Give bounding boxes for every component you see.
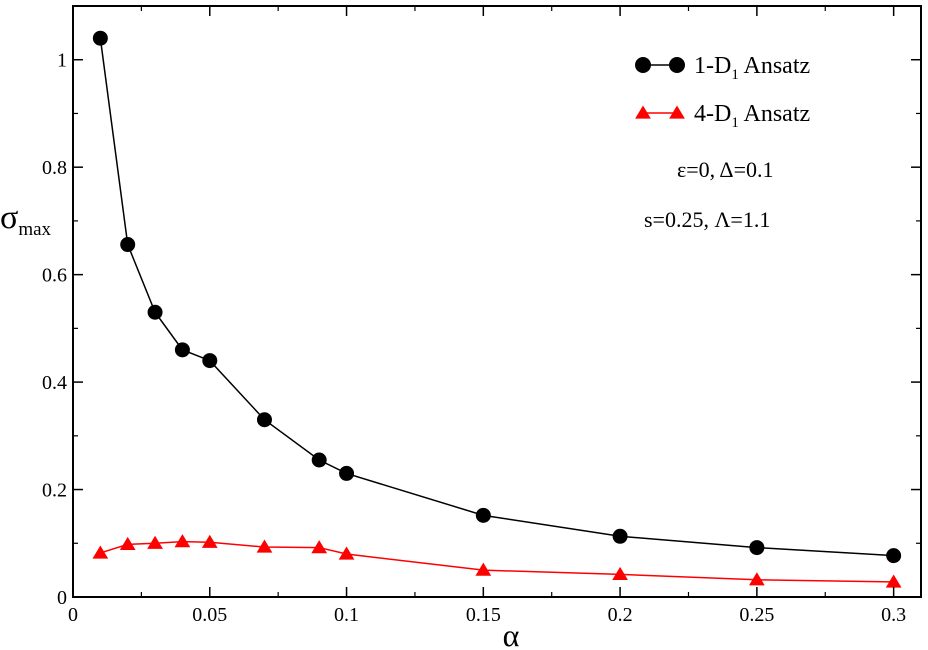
plot-frame [72,5,922,598]
y-tick-label: 0 [57,587,67,609]
data-point-4d [885,574,902,588]
data-point-1d [475,507,491,523]
y-tick-label: 0.2 [42,480,67,502]
legend-label-1d-main: 1-D [694,53,731,79]
legend-label-4d: 4-D1 Ansatz [694,101,810,131]
data-point-4d [338,546,355,560]
legend-label-1d: 1-D1 Ansatz [694,53,810,83]
y-tick-label: 0.4 [42,372,67,394]
legend-marker-4d [635,105,651,119]
x-tick-label: 0.3 [881,604,906,626]
data-point-4d [92,545,109,559]
legend-label-1d-sub: 1 [731,67,739,83]
y-tick-label: 0.6 [42,265,67,287]
x-tick-label: 0.05 [192,604,227,626]
data-point-1d [120,237,136,253]
data-point-4d [256,539,273,553]
x-axis-label: α [503,617,520,650]
series-line-4d [100,540,894,583]
data-point-1d [256,412,272,428]
series-line-1d [99,38,894,557]
annotation-s-lambda: s=0.25, Λ=1.1 [644,207,770,232]
y-axis-label-sub: max [18,219,51,240]
data-point-4d [119,536,136,550]
data-point-1d [202,353,218,369]
legend-marker-1d [669,57,685,73]
data-point-4d [201,534,218,548]
data-point-1d [311,452,327,468]
legend-label-1d-rest: Ansatz [739,53,810,79]
legend: 1-D1 Ansatz 4-D1 Ansatz [635,53,810,131]
data-point-4d [612,566,628,581]
legend-label-4d-rest: Ansatz [739,101,810,127]
y-tick-label: 1 [57,50,67,72]
y-axis-label: σmax [0,199,52,240]
legend-marker-4d [669,105,685,119]
legend-item-1d: 1-D1 Ansatz [635,53,810,83]
plot-layer [92,30,902,588]
x-tick-label: 0.2 [608,604,633,626]
x-tick-label: 0 [68,604,78,626]
data-point-1d [886,548,902,564]
x-tick-label: 0.15 [466,604,501,626]
data-point-4d [475,562,492,576]
x-tick-label: 0.1 [334,604,359,626]
legend-marker-1d [635,57,651,73]
ticks-layer: 0 0.05 0.1 0.15 0.2 0.25 0.3 0 0.2 0.4 0.6 0.8 1 [42,5,921,626]
data-point-4d [748,572,765,586]
data-point-1d [339,465,355,481]
legend-item-4d: 4-D1 Ansatz [635,101,810,131]
data-point-1d [174,342,190,358]
data-point-1d [612,528,628,544]
data-point-1d [92,30,108,46]
data-point-4d [174,534,191,548]
data-point-1d [749,540,765,556]
annotation-epsilon-delta: ε=0, Δ=0.1 [677,157,774,182]
y-tick-label: 0.8 [42,157,67,179]
legend-label-4d-main: 4-D [694,101,731,127]
y-axis-label-main: σ [0,199,18,236]
x-tick-label: 0.25 [739,604,774,626]
data-point-4d [147,535,163,549]
data-point-4d [311,540,328,554]
data-point-1d [147,304,163,320]
legend-label-4d-sub: 1 [731,115,739,131]
